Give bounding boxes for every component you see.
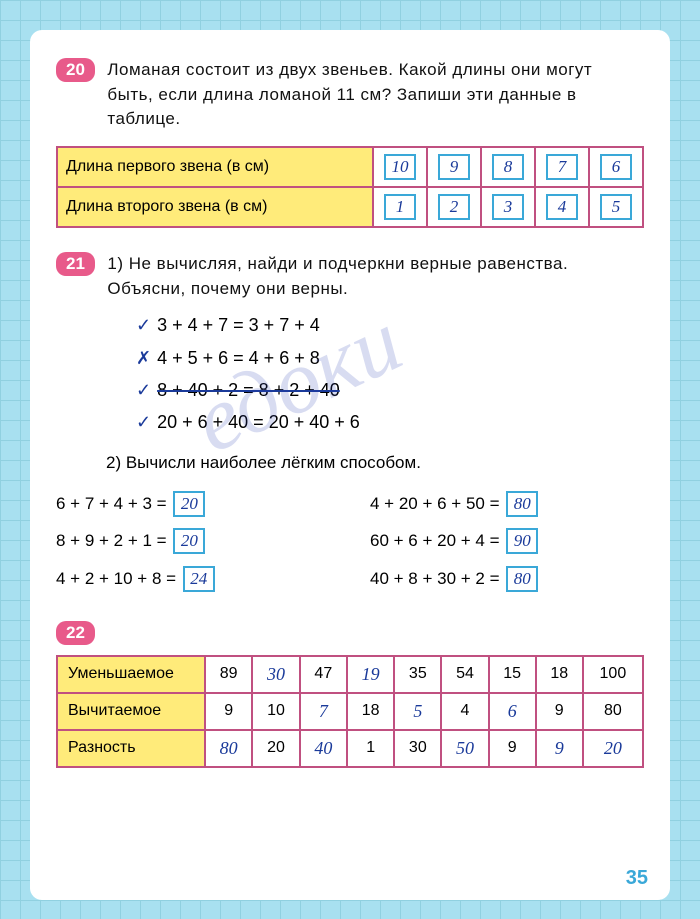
cell: 1: [373, 187, 427, 227]
cell: 1: [347, 730, 394, 767]
cell: 5: [589, 187, 643, 227]
cell: 8: [481, 147, 535, 187]
row-label: Уменьшаемое: [57, 656, 205, 693]
cell: 9: [427, 147, 481, 187]
cell: 7: [535, 147, 589, 187]
cell: 18: [536, 656, 583, 693]
calc-row: 60 + 6 + 20 + 4 = 90: [370, 522, 644, 559]
calc-row: 40 + 8 + 30 + 2 = 80: [370, 560, 644, 597]
problem-number-badge: 22: [56, 621, 95, 645]
cell: 30: [394, 730, 441, 767]
table-p22: Уменьшаемое8930471935541518100Вычитаемое…: [56, 655, 644, 768]
cell: 100: [583, 656, 643, 693]
problem-number-badge: 21: [56, 252, 95, 276]
cell: 9: [489, 730, 536, 767]
cell: 54: [441, 656, 488, 693]
page-number: 35: [626, 867, 648, 890]
cell: 10: [373, 147, 427, 187]
cell: 20: [252, 730, 299, 767]
cell: 89: [205, 656, 252, 693]
equation-row: ✓20 + 6 + 40 = 20 + 40 + 6: [136, 406, 644, 438]
row-label: Длина первого звена (в см): [57, 147, 373, 187]
cell: 3: [481, 187, 535, 227]
cell: 10: [252, 693, 299, 730]
cell: 47: [300, 656, 347, 693]
calc-col-left: 6 + 7 + 4 + 3 = 20 8 + 9 + 2 + 1 = 20 4 …: [56, 485, 330, 597]
cell: 80: [583, 693, 643, 730]
cell: 15: [489, 656, 536, 693]
calc-row: 4 + 20 + 6 + 50 = 80: [370, 485, 644, 522]
part2-text: 2) Вычисли наиболее лёгким способом.: [106, 453, 644, 473]
equation-row: ✗4 + 5 + 6 = 4 + 6 + 8: [136, 342, 644, 374]
cell: 18: [347, 693, 394, 730]
row-label: Длина второго звена (в см): [57, 187, 373, 227]
equations-block: ✓3 + 4 + 7 = 3 + 7 + 4 ✗4 + 5 + 6 = 4 + …: [136, 309, 644, 439]
cell: 9: [536, 693, 583, 730]
table-p20: Длина первого звена (в см) 10 9 8 7 6 Дл…: [56, 146, 644, 228]
cell: 50: [441, 730, 488, 767]
cell: 9: [536, 730, 583, 767]
cell: 6: [589, 147, 643, 187]
cell: 4: [535, 187, 589, 227]
cell: 19: [347, 656, 394, 693]
equation-row: ✓3 + 4 + 7 = 3 + 7 + 4: [136, 309, 644, 341]
calc-block: 6 + 7 + 4 + 3 = 20 8 + 9 + 2 + 1 = 20 4 …: [56, 485, 644, 597]
problem-20: 20 Ломаная состоит из двух звеньев. Како…: [56, 58, 644, 228]
problem-21: 21 1) Не вычисляя, найди и подчеркни вер…: [56, 252, 644, 597]
cell: 35: [394, 656, 441, 693]
calc-col-right: 4 + 20 + 6 + 50 = 80 60 + 6 + 20 + 4 = 9…: [370, 485, 644, 597]
problem-number-badge: 20: [56, 58, 95, 82]
workbook-page: едоки 20 Ломаная состоит из двух звеньев…: [30, 30, 670, 900]
row-label: Вычитаемое: [57, 693, 205, 730]
cell: 9: [205, 693, 252, 730]
problem-22: 22 Уменьшаемое8930471935541518100Вычитае…: [56, 621, 644, 768]
cell: 30: [252, 656, 299, 693]
problem-text: Ломаная состоит из двух звеньев. Какой д…: [107, 58, 627, 132]
cell: 7: [300, 693, 347, 730]
cell: 4: [441, 693, 488, 730]
cell: 5: [394, 693, 441, 730]
cell: 2: [427, 187, 481, 227]
cell: 80: [205, 730, 252, 767]
calc-row: 6 + 7 + 4 + 3 = 20: [56, 485, 330, 522]
cell: 40: [300, 730, 347, 767]
problem-text: 1) Не вычисляя, найди и подчеркни верные…: [107, 252, 627, 301]
row-label: Разность: [57, 730, 205, 767]
cell: 6: [489, 693, 536, 730]
calc-row: 8 + 9 + 2 + 1 = 20: [56, 522, 330, 559]
cell: 20: [583, 730, 643, 767]
equation-row: ✓8 + 40 + 2 = 8 + 2 + 40: [136, 374, 644, 406]
calc-row: 4 + 2 + 10 + 8 = 24: [56, 560, 330, 597]
